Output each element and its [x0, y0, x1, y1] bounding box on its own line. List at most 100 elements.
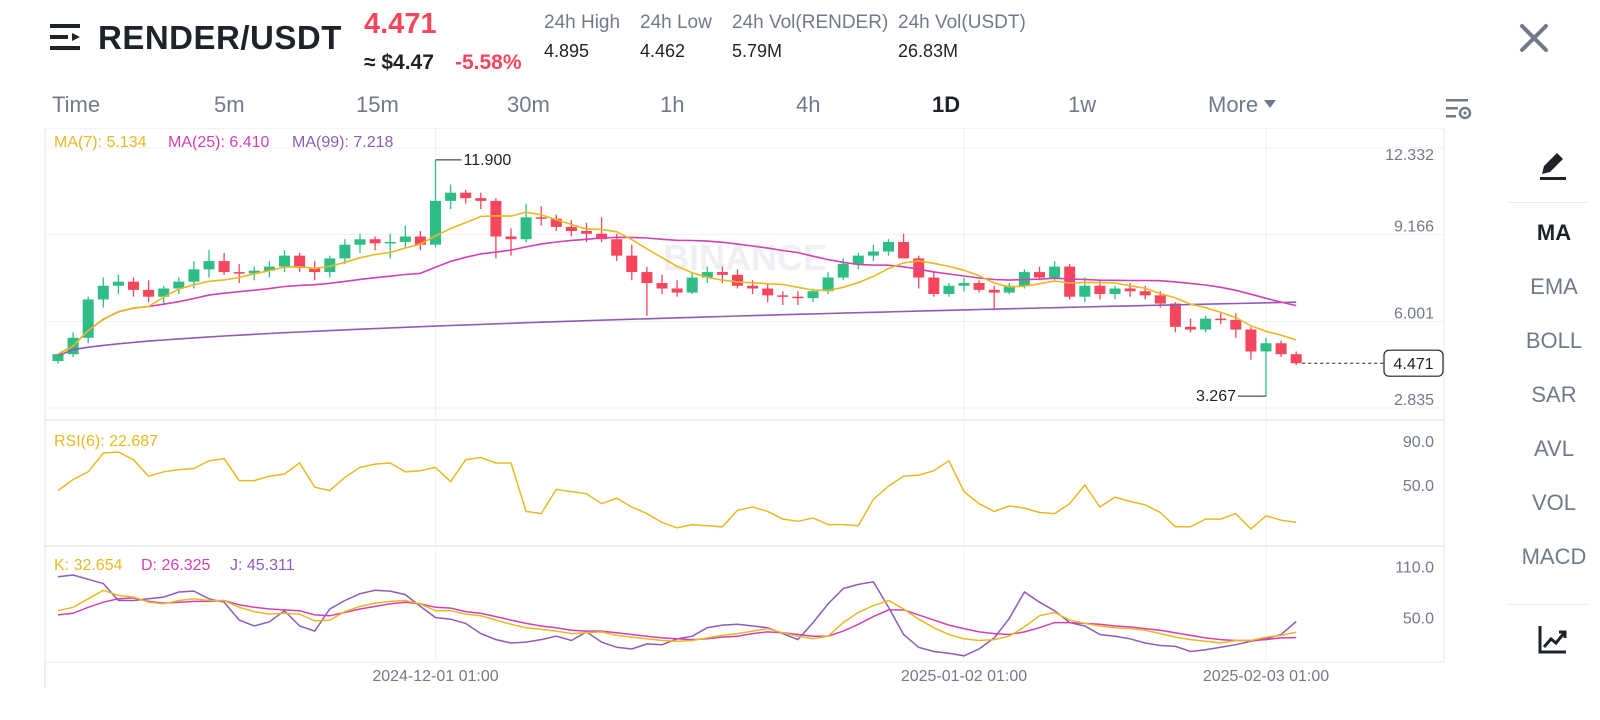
ma25-line [57, 236, 1297, 355]
candle-body [490, 200, 502, 237]
price-change: -5.58% [455, 51, 522, 74]
candle-body [203, 261, 215, 270]
candle-body [309, 267, 321, 273]
date-tick-label: 2025-02-03 01:00 [1203, 668, 1329, 685]
indicator-sar[interactable]: SAR [1531, 382, 1577, 407]
menu-icon[interactable] [50, 22, 84, 52]
candle-body [701, 272, 713, 278]
stat-24h-vol-quote: 24h Vol(USDT) 26.83M [898, 12, 1026, 62]
candle-body [1124, 288, 1136, 292]
candle-body [671, 288, 683, 293]
candle-body [143, 289, 155, 297]
candle-body [867, 251, 879, 256]
chart-frame [44, 128, 1445, 663]
low-marker-label: 3.267 [1196, 388, 1236, 405]
kdj-d-line [57, 597, 1297, 642]
indicator-vol[interactable]: VOL [1531, 490, 1577, 515]
candle-body [248, 270, 260, 274]
rsi-tick-label: 90.0 [1403, 434, 1434, 451]
indicator-ma[interactable]: MA [1536, 220, 1572, 245]
candle-body [1275, 343, 1287, 355]
candle-body [1049, 266, 1061, 278]
last-price: 4.471 [364, 8, 437, 40]
indicator-boll[interactable]: BOLL [1525, 328, 1583, 353]
candle-body [596, 233, 608, 240]
candle-body [430, 200, 441, 245]
candle-body [339, 244, 351, 259]
tab-1d[interactable]: 1D [932, 92, 961, 117]
candle-body [445, 192, 457, 201]
kdj-tick-label: 110.0 [1395, 560, 1434, 577]
candle-body [354, 239, 366, 245]
candle-body [973, 283, 985, 290]
tab-1w[interactable]: 1w [1068, 92, 1097, 117]
tab-time[interactable]: Time [52, 92, 101, 117]
pair-title[interactable]: RENDER/USDT [98, 19, 342, 56]
candle-body [97, 285, 109, 300]
tab-4h[interactable]: 4h [796, 92, 821, 117]
tab-more[interactable]: More [1208, 92, 1277, 118]
candle-body [611, 239, 623, 256]
candle-body [369, 239, 381, 244]
candle-body [399, 236, 411, 242]
kdj-j-line [57, 574, 1297, 657]
indicator-avl[interactable]: AVL [1534, 436, 1574, 461]
draw-pen-icon[interactable] [1532, 146, 1572, 186]
price-tick-label: 6.001 [1394, 305, 1434, 322]
indicator-sidebar: MA EMA BOLL SAR AVL VOL MACD [1508, 140, 1600, 700]
candle-body [324, 258, 336, 273]
indicator-ema[interactable]: EMA [1530, 274, 1578, 299]
close-icon[interactable] [1514, 18, 1554, 58]
candle-body [384, 241, 396, 244]
stat-label: 24h Vol(RENDER) [732, 12, 889, 33]
candle-body [1064, 266, 1076, 297]
date-tick-label: 2025-01-02 01:00 [901, 668, 1027, 685]
candle-body [535, 217, 547, 219]
indicator-macd[interactable]: MACD [1521, 544, 1587, 569]
stat-24h-low: 24h Low 4.462 [640, 12, 712, 62]
kdj-d-legend-label: D: 26.325 [141, 557, 210, 574]
candle-body [716, 272, 728, 275]
candle-body [1185, 326, 1196, 330]
price-tick-label: 9.166 [1394, 219, 1434, 236]
chart-settings-icon[interactable] [1444, 96, 1472, 122]
candle-body [279, 255, 290, 267]
candle-body [550, 218, 562, 227]
candle-body [1169, 303, 1181, 327]
candle-body [1094, 285, 1106, 294]
current-price-label: 4.471 [1393, 356, 1433, 373]
stat-value: 4.895 [544, 41, 590, 61]
header: RENDER/USDT 4.471 ≈ $4.47 -5.58% 24h Hig… [0, 0, 1600, 84]
ma-legend-label: MA(7): 5.134 [54, 134, 147, 151]
candle-body [792, 296, 804, 299]
axis-labels: 12.332 9.166 6.001 2.835 2024-12-01 01:00 202… [54, 134, 1444, 685]
candle-body [777, 295, 789, 297]
chart-area[interactable]: BINANCE 12.332 9.166 6.001 2.835 2024-12-01 … [0, 128, 1460, 690]
tab-5m[interactable]: 5m [214, 92, 245, 117]
candle-body [565, 226, 577, 232]
ma-legend-label: MA(99): 7.218 [292, 134, 393, 151]
chart-trend-icon[interactable] [1532, 620, 1572, 660]
candle-body [233, 272, 245, 274]
tab-30m[interactable]: 30m [507, 92, 550, 117]
candle-body [641, 272, 653, 284]
chart-grid [44, 128, 1445, 688]
stat-value: 5.79M [732, 41, 783, 61]
rsi-legend-label: RSI(6): 22.687 [54, 433, 158, 450]
candle-body [505, 236, 517, 240]
interval-tabs: Time 5m 15m 30m 1h 4h 1D 1w More [0, 92, 1480, 128]
candle-body [218, 261, 230, 273]
ma-legend-label: MA(25): 6.410 [168, 134, 269, 151]
ma7-line [57, 211, 1297, 355]
candle-body [928, 277, 940, 294]
candle-body [1290, 354, 1302, 364]
tab-15m[interactable]: 15m [356, 92, 399, 117]
stat-24h-vol-base: 24h Vol(RENDER) 5.79M [732, 12, 888, 62]
kdj-k-legend-label: K: 32.654 [54, 557, 123, 574]
stat-value: 26.83M [898, 41, 959, 61]
candle-body [82, 299, 94, 338]
candle-body [475, 198, 487, 201]
sidebar-divider [1508, 202, 1588, 203]
tab-1h[interactable]: 1h [660, 92, 685, 117]
caret-down-icon [1264, 100, 1277, 108]
